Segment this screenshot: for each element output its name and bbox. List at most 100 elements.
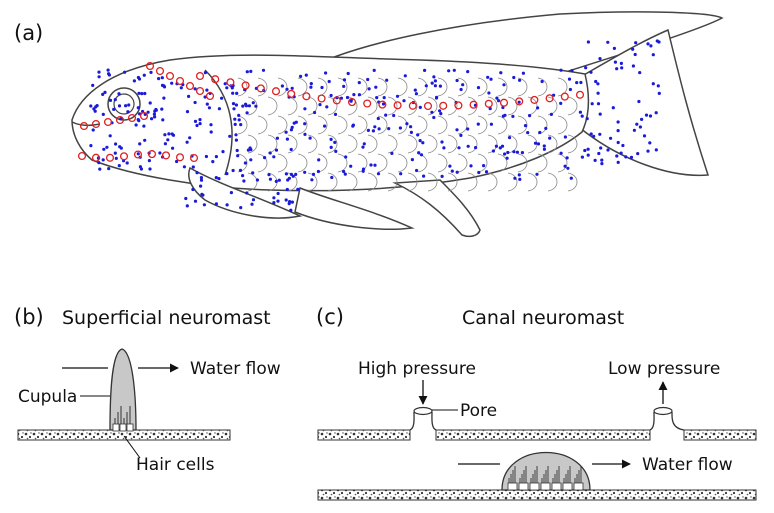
superficial-neuromast-dot xyxy=(148,101,152,105)
superficial-neuromast-dot xyxy=(261,68,266,72)
superficial-neuromast-dot xyxy=(231,168,235,173)
hair-cell-c xyxy=(518,482,529,491)
superficial-neuromast-dot xyxy=(101,112,105,116)
superficial-neuromast-dot xyxy=(136,152,140,156)
scale-outline xyxy=(287,134,298,154)
superficial-neuromast-dot xyxy=(285,87,289,91)
hair-cell-b-2 xyxy=(119,423,127,432)
scale-outline xyxy=(437,153,448,173)
superficial-neuromast-dot xyxy=(89,144,93,148)
superficial-neuromast-dot xyxy=(148,167,152,171)
superficial-neuromast-dot xyxy=(499,71,503,75)
superficial-neuromast-dot xyxy=(217,177,221,181)
superficial-neuromast-dot xyxy=(107,72,111,76)
scale-outline xyxy=(437,115,448,135)
superficial-neuromast-dot xyxy=(646,42,650,46)
fish-illustration xyxy=(71,11,724,238)
fish-body xyxy=(71,54,590,192)
superficial-neuromast-dot xyxy=(616,160,620,164)
superficial-neuromast-dot xyxy=(476,122,480,126)
superficial-neuromast-dot xyxy=(349,164,353,168)
superficial-neuromast-dot xyxy=(286,178,290,182)
superficial-neuromast-dot xyxy=(616,120,620,124)
scale-outline xyxy=(377,115,388,135)
superficial-neuromast-dot xyxy=(373,163,377,167)
superficial-neuromast-dot xyxy=(160,76,164,80)
superficial-neuromast-dot xyxy=(179,86,183,90)
scale-outline xyxy=(507,172,518,192)
superficial-neuromast-dot xyxy=(136,106,140,110)
superficial-neuromast-dot xyxy=(416,133,420,137)
superficial-neuromast-dot xyxy=(606,40,610,44)
superficial-neuromast-dot xyxy=(596,82,600,86)
superficial-neuromast-dot xyxy=(644,113,649,117)
superficial-neuromast-dot xyxy=(126,110,130,114)
superficial-neuromast-dot xyxy=(209,123,213,127)
superficial-neuromast-dot xyxy=(203,95,207,99)
superficial-neuromast-dot xyxy=(533,141,538,145)
superficial-neuromast-dot xyxy=(491,149,495,153)
canal-neuromast-circle xyxy=(515,97,524,106)
superficial-neuromast-dot xyxy=(635,122,639,126)
hair-bundles-c xyxy=(508,466,582,483)
superficial-neuromast-dot xyxy=(272,155,276,159)
superficial-neuromast-dot xyxy=(303,122,307,126)
superficial-neuromast-dot xyxy=(615,154,619,158)
scale-outline xyxy=(477,77,488,97)
superficial-neuromast-dot xyxy=(599,146,603,150)
superficial-neuromast-dot xyxy=(162,96,166,100)
superficial-neuromast-dot xyxy=(289,147,293,152)
superficial-neuromast-dot xyxy=(158,151,162,155)
scale-outline xyxy=(567,134,578,154)
superficial-neuromast-dot xyxy=(517,100,521,104)
superficial-neuromast-dot xyxy=(631,64,636,68)
superficial-neuromast-dot xyxy=(583,148,587,153)
scale-outline xyxy=(327,134,338,154)
superficial-neuromast-dot xyxy=(157,77,161,81)
superficial-neuromast-dot xyxy=(477,170,481,175)
superficial-neuromast-dot xyxy=(609,136,613,140)
superficial-neuromast-dot xyxy=(352,93,356,97)
superficial-neuromast-dot xyxy=(103,90,107,94)
canal-neuromast-circle xyxy=(287,89,296,98)
canal-neuromast-circle xyxy=(119,152,129,161)
superficial-neuromast-dot xyxy=(342,84,346,88)
superficial-neuromast-dot xyxy=(455,128,459,132)
superficial-neuromast-dot xyxy=(521,71,526,75)
superficial-neuromast-dot xyxy=(277,178,281,182)
superficial-neuromast-dot xyxy=(195,123,199,128)
superficial-neuromast-dot xyxy=(231,91,235,95)
scale-outline xyxy=(367,172,378,192)
superficial-neuromast-dot xyxy=(117,164,121,168)
superficial-neuromast-dot xyxy=(631,47,635,51)
scale-outline xyxy=(477,153,488,173)
superficial-neuromast-dot xyxy=(387,127,391,131)
superficial-neuromast-dot xyxy=(528,114,532,118)
scale-outline xyxy=(257,115,268,135)
superficial-neuromast-dot xyxy=(303,170,307,174)
superficial-neuromast-dot xyxy=(656,84,660,88)
scale-outline xyxy=(517,153,528,173)
superficial-neuromast-dot xyxy=(515,150,520,154)
superficial-neuromast-dot xyxy=(225,86,229,90)
scale-outline xyxy=(567,172,578,192)
superficial-neuromast-dot xyxy=(198,122,202,126)
panel-c-title: Canal neuromast xyxy=(462,307,624,329)
superficial-neuromast-dot xyxy=(594,79,598,84)
superficial-neuromast-dot xyxy=(182,165,186,169)
superficial-neuromast-dot xyxy=(598,112,602,116)
superficial-neuromast-dot xyxy=(440,140,444,144)
superficial-neuromast-dot xyxy=(381,102,386,106)
superficial-neuromast-dot xyxy=(596,91,600,95)
superficial-neuromast-dot xyxy=(250,202,254,206)
superficial-neuromast-dot xyxy=(418,105,422,109)
scale-outline xyxy=(307,96,318,116)
hair-cells-label: Hair cells xyxy=(136,455,215,475)
scale-outline xyxy=(487,134,498,154)
superficial-neuromast-dot xyxy=(526,131,530,135)
superficial-neuromast-dot xyxy=(290,125,294,129)
water-flow-label-b: Water flow xyxy=(190,359,281,379)
superficial-neuromast-dot xyxy=(221,150,225,154)
superficial-neuromast-dot xyxy=(518,78,522,82)
superficial-neuromast-dot xyxy=(242,179,246,183)
